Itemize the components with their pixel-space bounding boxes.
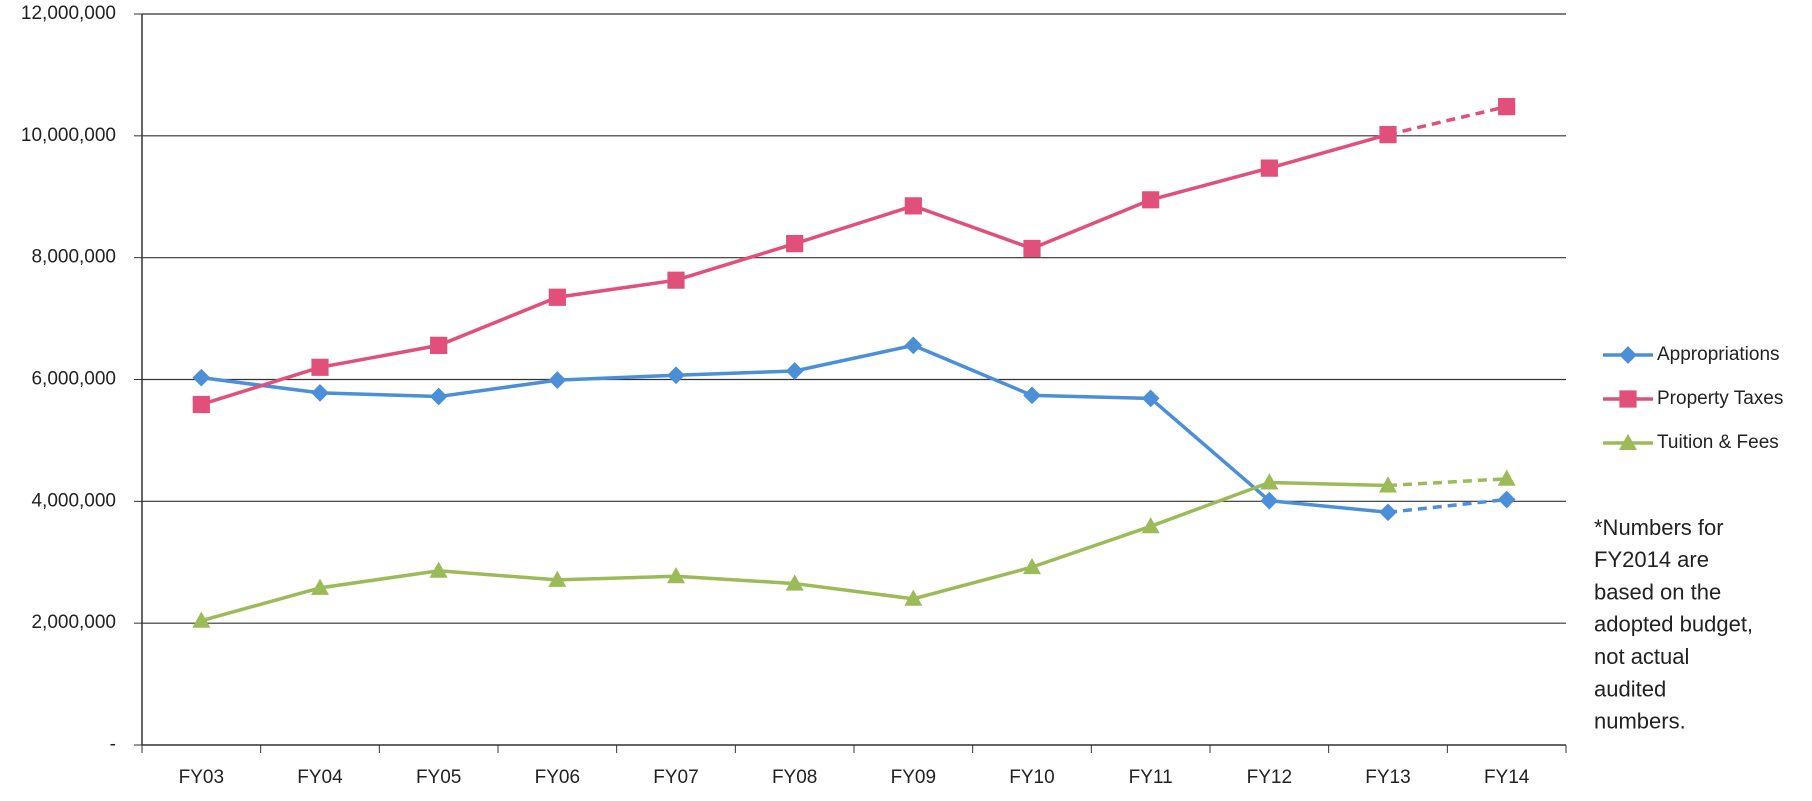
marker bbox=[1497, 469, 1516, 486]
marker bbox=[1260, 491, 1279, 510]
marker bbox=[1497, 490, 1516, 509]
x-tick-label: FY11 bbox=[1129, 767, 1173, 788]
marker bbox=[667, 271, 685, 289]
legend-marker bbox=[1618, 433, 1638, 450]
series-line-dashed bbox=[1387, 104, 1508, 137]
marker bbox=[1260, 473, 1279, 490]
marker bbox=[1022, 557, 1042, 575]
x-tick-label: FY06 bbox=[535, 767, 580, 788]
x-tick-label: FY04 bbox=[297, 767, 343, 788]
note: based on the bbox=[1594, 579, 1721, 604]
legend-marker bbox=[1619, 346, 1637, 364]
y-tick-label: 4,000,000 bbox=[31, 490, 116, 511]
legend-label: Property Taxes bbox=[1657, 388, 1783, 409]
note: adopted budget, bbox=[1594, 612, 1753, 637]
legend-label: Appropriations bbox=[1657, 344, 1780, 365]
note: *Numbers for bbox=[1594, 515, 1724, 540]
series-line-dashed bbox=[1387, 497, 1507, 515]
note: numbers. bbox=[1594, 709, 1686, 734]
marker bbox=[785, 574, 804, 591]
marker bbox=[429, 561, 448, 578]
marker bbox=[1141, 517, 1160, 534]
x-tick-label: FY10 bbox=[1009, 767, 1054, 788]
marker bbox=[786, 235, 804, 253]
marker bbox=[1498, 97, 1516, 116]
x-tick-label: FY12 bbox=[1247, 767, 1292, 788]
series-line-dashed bbox=[1387, 477, 1507, 488]
marker bbox=[666, 567, 686, 584]
marker bbox=[904, 336, 923, 355]
y-tick-label: 6,000,000 bbox=[31, 369, 116, 390]
x-tick-label: FY13 bbox=[1365, 767, 1410, 788]
marker bbox=[904, 197, 922, 215]
x-tick-label: FY03 bbox=[179, 767, 224, 788]
note: audited bbox=[1594, 676, 1666, 701]
marker bbox=[1141, 389, 1160, 408]
x-tick-label: FY08 bbox=[772, 767, 817, 788]
marker bbox=[548, 570, 567, 587]
marker bbox=[430, 336, 448, 354]
marker bbox=[1023, 239, 1041, 258]
marker bbox=[548, 371, 567, 389]
marker bbox=[1023, 386, 1041, 405]
y-tick-label: 2,000,000 bbox=[31, 612, 116, 633]
marker bbox=[1379, 503, 1397, 522]
marker bbox=[904, 589, 923, 606]
marker bbox=[548, 288, 566, 306]
y-tick-label: - bbox=[110, 734, 116, 755]
marker bbox=[192, 611, 211, 628]
marker bbox=[1378, 476, 1398, 493]
marker bbox=[311, 384, 329, 402]
marker bbox=[1379, 126, 1397, 144]
marker bbox=[311, 358, 329, 376]
marker bbox=[1260, 159, 1278, 177]
note: FY2014 are bbox=[1594, 547, 1709, 572]
marker bbox=[667, 366, 685, 385]
note: not actual bbox=[1594, 644, 1689, 669]
marker bbox=[192, 368, 211, 387]
x-tick-label: FY09 bbox=[891, 767, 936, 788]
y-tick-label: 10,000,000 bbox=[21, 125, 116, 146]
series-line bbox=[200, 480, 1389, 623]
marker bbox=[785, 362, 804, 380]
x-tick-label: FY05 bbox=[416, 767, 461, 788]
marker bbox=[310, 578, 330, 595]
marker bbox=[429, 387, 448, 406]
y-tick-label: 8,000,000 bbox=[31, 247, 116, 268]
x-tick-label: FY14 bbox=[1484, 767, 1530, 788]
marker bbox=[1142, 191, 1160, 209]
marker bbox=[192, 395, 210, 414]
legend-marker bbox=[1619, 390, 1637, 408]
y-tick-label: 12,000,000 bbox=[21, 3, 116, 24]
x-tick-label: FY07 bbox=[653, 767, 698, 788]
legend-label: Tuition & Fees bbox=[1657, 432, 1779, 453]
